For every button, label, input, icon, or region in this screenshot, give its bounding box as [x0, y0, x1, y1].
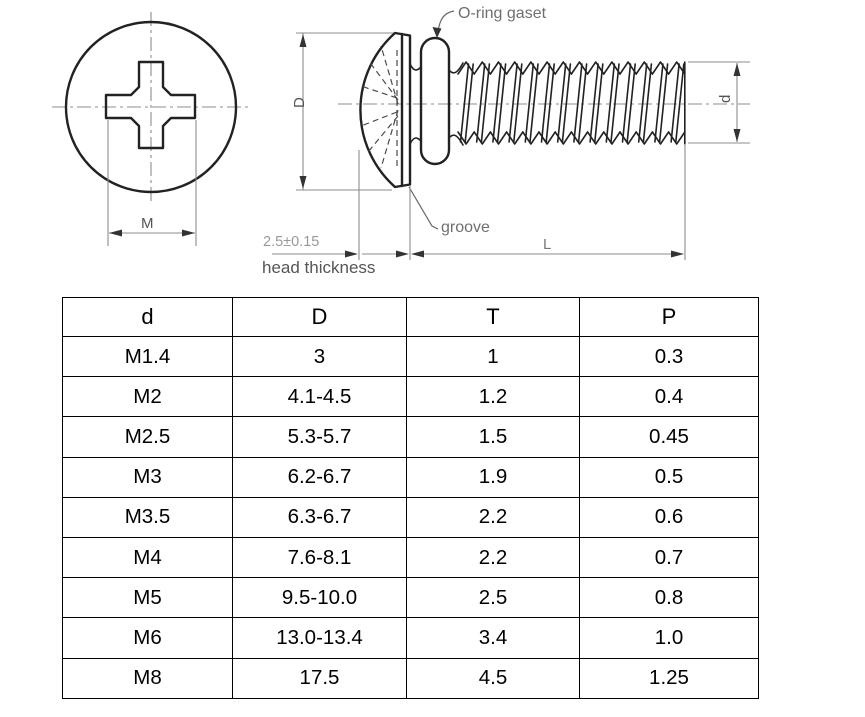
- o-ring-leader-line: [437, 10, 455, 32]
- cell-size: M2.5: [62, 416, 233, 458]
- cell-D: 4.1-4.5: [232, 376, 407, 418]
- thread-profile: [457, 61, 686, 145]
- l-dimension-label: L: [543, 236, 551, 253]
- head-thickness-arrow-left: [345, 250, 358, 258]
- cell-D: 9.5-10.0: [232, 577, 407, 619]
- cell-size: M2: [62, 376, 233, 418]
- head-thickness-arrow-right: [396, 250, 409, 258]
- phillips-cross: [104, 60, 197, 150]
- cell-T: 2.2: [406, 536, 580, 579]
- cell-size: M5: [62, 577, 233, 619]
- shank-neck-curves: [409, 62, 464, 146]
- screw-spec-table: d D T P M1.4 3 1 0.3 M2 4.1-4.5 1.2 0.4 …: [62, 297, 759, 699]
- d-thread-dimension-label: d: [717, 95, 734, 103]
- cell-size: M3.5: [62, 496, 233, 538]
- table-row: M2 4.1-4.5 1.2 0.4: [62, 376, 759, 418]
- head-thickness-label: head thickness: [262, 258, 375, 277]
- cell-T: 1.5: [406, 416, 580, 458]
- cell-P: 1.25: [579, 657, 759, 699]
- cell-size: M8: [62, 657, 233, 699]
- hidden-recess-lines: [360, 45, 399, 170]
- cell-D: 5.3-5.7: [232, 416, 407, 458]
- table-row: M4 7.6-8.1 2.2 0.7: [62, 536, 759, 579]
- cell-D: 13.0-13.4: [232, 617, 407, 659]
- o-ring: [419, 36, 451, 166]
- d-thread-arrow-top: [733, 63, 741, 76]
- cell-P: 0.4: [579, 376, 759, 418]
- l-arrow-right: [671, 250, 684, 258]
- d-head-arrow-top: [299, 34, 307, 47]
- table-row: M8 17.5 4.5 1.25: [62, 657, 759, 699]
- cell-P: 0.7: [579, 536, 759, 579]
- head-dome-outline: [359, 31, 412, 189]
- d-head-dimension-label: D: [291, 97, 308, 108]
- screw-side-view: D: [262, 5, 750, 277]
- table-row: M5 9.5-10.0 2.5 0.8: [62, 577, 759, 619]
- d-thread-arrow-bottom: [733, 129, 741, 142]
- cell-D: 17.5: [232, 657, 407, 699]
- cell-P: 1.0: [579, 617, 759, 659]
- table-row: M1.4 3 1 0.3: [62, 335, 759, 378]
- table-row: M3.5 6.3-6.7 2.2 0.6: [62, 496, 759, 538]
- table-row: M2.5 5.3-5.7 1.5 0.45: [62, 416, 759, 458]
- l-arrow-left: [411, 250, 424, 258]
- m-dimension-label: M: [141, 215, 154, 232]
- cell-T: 2.2: [406, 496, 580, 538]
- cell-D: 3: [232, 335, 407, 378]
- col-header-T: T: [406, 297, 580, 337]
- table-row: M6 13.0-13.4 3.4 1.0: [62, 617, 759, 659]
- o-ring-label: O-ring gaset: [458, 5, 547, 22]
- cell-D: 6.3-6.7: [232, 496, 407, 538]
- cell-P: 0.6: [579, 496, 759, 538]
- cell-T: 1.9: [406, 456, 580, 498]
- cell-size: M1.4: [62, 335, 233, 378]
- table-header-row: d D T P: [62, 297, 759, 337]
- d-head-arrow-bottom: [299, 176, 307, 189]
- head-thickness-value: 2.5±0.15: [263, 234, 319, 250]
- cell-T: 3.4: [406, 617, 580, 659]
- groove-leader-line: [408, 186, 439, 230]
- cell-P: 0.5: [579, 456, 759, 498]
- cell-P: 0.8: [579, 577, 759, 619]
- cell-P: 0.45: [579, 416, 759, 458]
- o-ring-leader-arrow: [432, 27, 442, 38]
- cell-T: 1: [406, 335, 580, 378]
- col-header-P: P: [579, 297, 759, 337]
- cell-D: 7.6-8.1: [232, 536, 407, 579]
- head-circle: [64, 20, 238, 194]
- screw-technical-drawing: M D: [52, 5, 750, 277]
- m-arrow-left: [109, 229, 122, 237]
- cell-D: 6.2-6.7: [232, 456, 407, 498]
- table-row: M3 6.2-6.7 1.9 0.5: [62, 456, 759, 498]
- col-header-D: D: [232, 297, 407, 337]
- cell-T: 2.5: [406, 577, 580, 619]
- cell-P: 0.3: [579, 335, 759, 378]
- cell-size: M4: [62, 536, 233, 579]
- cell-T: 4.5: [406, 657, 580, 699]
- cell-size: M6: [62, 617, 233, 659]
- cell-T: 1.2: [406, 376, 580, 418]
- m-arrow-right: [182, 229, 195, 237]
- screw-front-view: M: [52, 12, 249, 246]
- col-header-d: d: [62, 297, 233, 337]
- groove-label: groove: [441, 219, 490, 236]
- cell-size: M3: [62, 456, 233, 498]
